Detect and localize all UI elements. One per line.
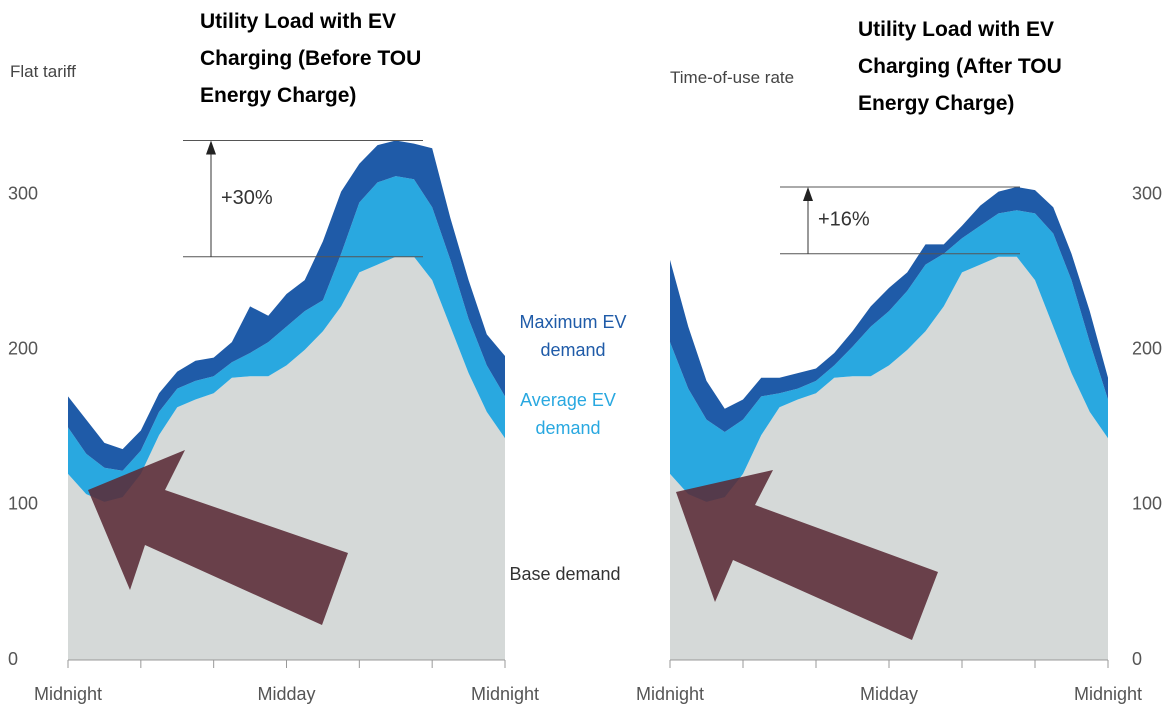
y-tick-label: 100 xyxy=(8,494,38,514)
legend-item: Maximum EV demand xyxy=(519,312,627,360)
y-tick-label: 200 xyxy=(1132,339,1162,359)
x-tick-label: Midnight xyxy=(34,684,102,704)
x-tick-label: Midnight xyxy=(636,684,704,704)
area xyxy=(68,176,505,502)
subtitle: Flat tariff xyxy=(10,62,76,81)
annotation-label: +30% xyxy=(221,187,273,209)
area xyxy=(68,140,505,471)
area xyxy=(670,210,1108,502)
arrow-head xyxy=(206,140,216,155)
area xyxy=(670,187,1108,433)
y-tick-label: 300 xyxy=(1132,184,1162,204)
y-tick-label: 200 xyxy=(8,339,38,359)
chart-title: Utility Load with EV Charging (Before TO… xyxy=(200,10,422,107)
annotation-label: +16% xyxy=(818,209,870,231)
x-tick-label: Midnight xyxy=(1074,684,1142,704)
chart-title: Utility Load with EV Charging (After TOU… xyxy=(858,18,1062,115)
x-tick-label: Midday xyxy=(257,684,315,704)
y-tick-label: 300 xyxy=(8,184,38,204)
legend-item: Average EV demand xyxy=(520,390,616,438)
x-tick-label: Midday xyxy=(860,684,918,704)
y-tick-label: 0 xyxy=(8,649,18,669)
legend-item: Base demand xyxy=(509,564,621,584)
y-tick-label: 0 xyxy=(1132,649,1142,669)
arrow-overlay xyxy=(676,470,938,640)
arrow-overlay xyxy=(88,450,348,625)
subtitle: Time-of-use rate xyxy=(670,68,795,87)
y-tick-label: 100 xyxy=(1132,494,1162,514)
arrow-head xyxy=(803,187,813,202)
x-tick-label: Midnight xyxy=(471,684,539,704)
